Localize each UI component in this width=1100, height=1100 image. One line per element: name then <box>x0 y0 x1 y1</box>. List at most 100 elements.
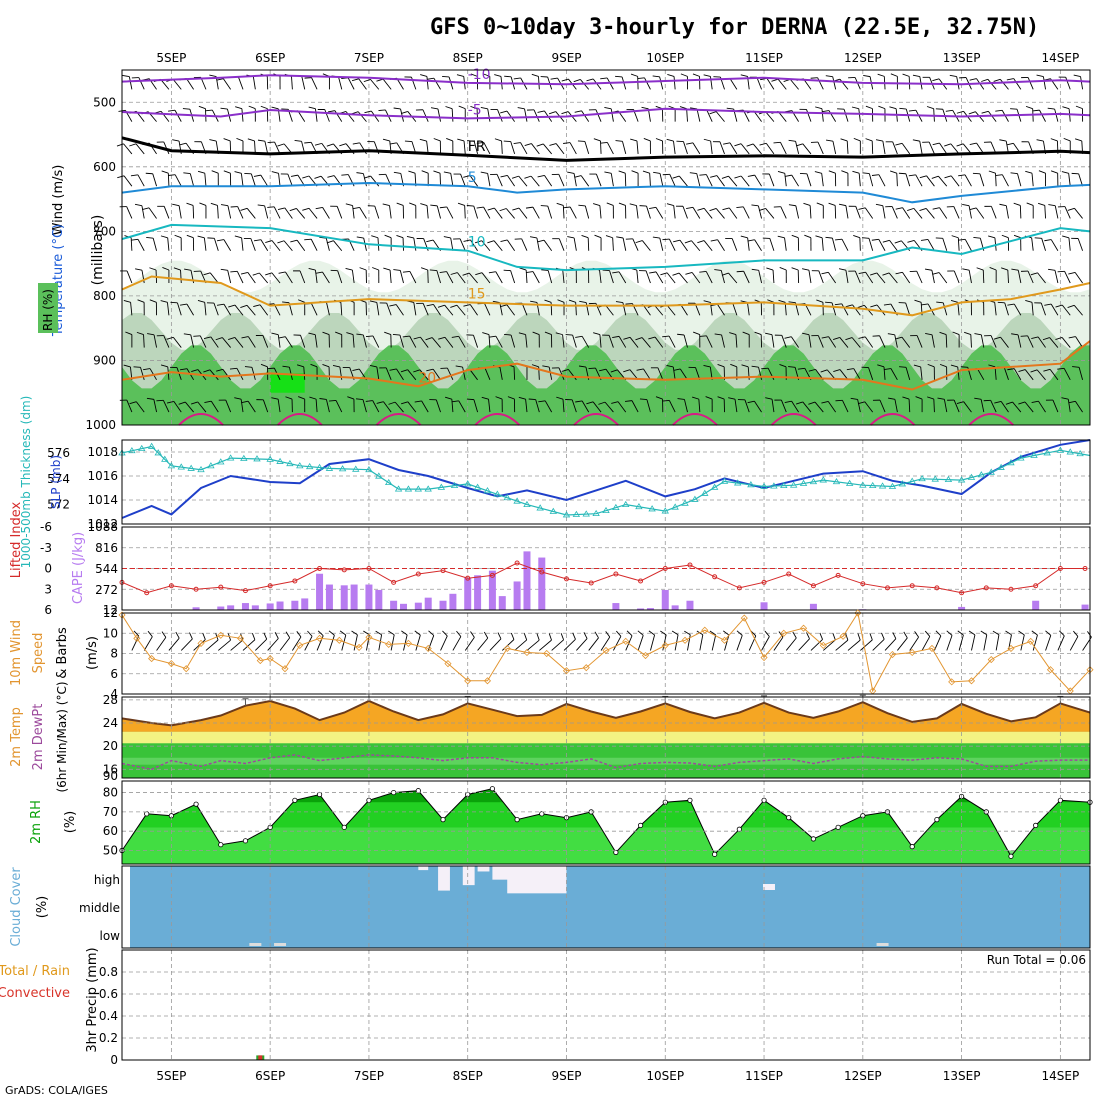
wind-barb <box>642 240 651 252</box>
wind-speed-marker <box>182 665 190 673</box>
wind-barb <box>292 636 302 651</box>
wind-barb <box>672 366 676 380</box>
wind-barb <box>815 106 823 110</box>
wind-barb <box>988 170 996 174</box>
wind-barb <box>1026 202 1034 206</box>
wind-barb <box>662 399 670 402</box>
wind-barb <box>636 140 639 154</box>
wind-barb <box>569 142 577 155</box>
date-tick-top: 13SEP <box>943 51 981 65</box>
wind-barb <box>228 304 236 308</box>
wind-barb <box>821 237 824 251</box>
wind-barb <box>446 271 454 284</box>
wind-barb <box>172 78 182 90</box>
wind-barb <box>210 400 219 413</box>
wind-barb <box>832 633 836 641</box>
precip-tick: 0.4 <box>99 1009 118 1023</box>
wind-barb <box>211 170 219 174</box>
wind-barb <box>278 173 281 187</box>
wind-barb <box>544 400 553 413</box>
wind-barb <box>1025 105 1033 110</box>
wind-speed-marker <box>315 634 324 642</box>
wind-barb <box>145 172 153 175</box>
cape-bar <box>365 584 373 610</box>
wind-barb <box>536 143 544 147</box>
wind-barb <box>840 138 848 142</box>
wind-barb <box>341 174 349 176</box>
wind-label: Wind (m/s) <box>51 165 66 236</box>
lifted-index-marker <box>1082 566 1088 571</box>
wind-barb <box>500 110 508 114</box>
lifted-index-marker <box>934 585 940 591</box>
thickness-marker <box>582 510 590 517</box>
wind-barb <box>335 331 342 335</box>
wind-barb <box>964 174 972 187</box>
dew-axis-label: 2m DewPt <box>31 704 46 771</box>
wind-barb <box>1078 173 1084 187</box>
wind-barb <box>680 73 688 77</box>
cape-bar <box>958 606 966 610</box>
wind-barb <box>791 234 799 239</box>
wind-barb <box>363 175 371 179</box>
wind-barb <box>841 170 849 174</box>
wind-barb <box>769 238 775 251</box>
wind-barb <box>458 400 466 413</box>
wind-barb <box>421 400 429 413</box>
wind-barb <box>731 238 738 251</box>
wind-barb <box>457 202 465 206</box>
wind-barb <box>345 203 353 206</box>
wind-barb <box>842 400 849 413</box>
wind-barb <box>992 630 1000 636</box>
wind-barb <box>241 108 244 122</box>
wind-barb <box>279 637 291 651</box>
wind-barb <box>780 206 787 219</box>
wind-barb <box>346 332 354 336</box>
wind-barb <box>861 237 870 239</box>
wind-barb <box>875 139 883 142</box>
yellow-band <box>122 731 1090 744</box>
lifted-index-tick: 0 <box>44 562 52 576</box>
wind-barb <box>562 270 565 284</box>
wind-barb <box>240 304 248 308</box>
wind-barb <box>510 632 515 640</box>
wind-barb <box>241 336 249 339</box>
wind-barb <box>696 173 701 187</box>
wind-barb <box>315 271 323 274</box>
rh-marker <box>810 836 817 842</box>
wind-barb <box>148 207 157 219</box>
wind-barb <box>525 206 534 209</box>
wind-barb <box>271 397 279 400</box>
wind-barb <box>631 170 639 174</box>
lifted-index-marker <box>613 571 619 577</box>
wind-barb <box>747 400 755 404</box>
wind-barb <box>537 174 545 178</box>
wind-barb <box>995 634 1000 651</box>
wind-barb <box>487 173 491 187</box>
wind-speed-marker <box>799 624 808 632</box>
wind-barb <box>957 302 960 316</box>
wind-barb <box>637 630 644 636</box>
cape-bar <box>538 557 546 610</box>
thickness-marker <box>819 476 828 483</box>
wind-speed-marker <box>641 651 650 660</box>
wind-barb <box>584 205 590 219</box>
wind-barb <box>950 364 958 368</box>
wind-barb <box>315 399 318 413</box>
cape-bar <box>241 603 249 610</box>
thickness-marker <box>671 503 679 510</box>
rh-marker <box>909 844 915 850</box>
thickness-marker <box>878 482 887 489</box>
wind-barb <box>457 138 465 142</box>
wind-barb <box>160 235 168 239</box>
wind-barb <box>1075 336 1083 348</box>
wind-barb <box>579 300 587 303</box>
wind-barb <box>136 331 144 335</box>
lifted-index-marker <box>959 590 965 596</box>
slp-axis-label: SLP (mb) <box>49 455 63 509</box>
wind-barb <box>551 639 564 651</box>
wind-barb <box>732 302 738 316</box>
wind-barb <box>1068 173 1071 187</box>
wind-barb <box>470 631 475 638</box>
wind-barb <box>173 267 181 271</box>
